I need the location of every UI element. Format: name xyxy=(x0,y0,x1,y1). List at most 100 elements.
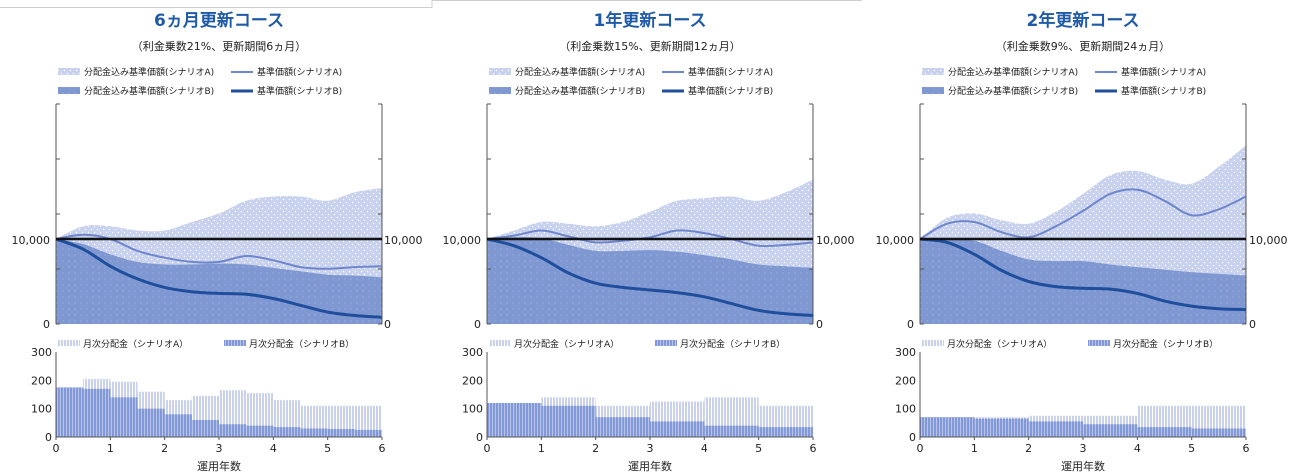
bar-y-tick-label: 100 xyxy=(895,403,916,416)
chart-panel-3: 2年更新コース （利金乗数9%、更新期間24ヵ月） 分配金込み基準価額(シナリオA)… xyxy=(876,10,1288,473)
legend-label: 月次分配金（シナリオA） xyxy=(83,338,188,350)
x-axis-label: 運用年数 xyxy=(628,459,672,473)
chart-subtitle: （利金乗数15%、更新期間12ヵ月） xyxy=(559,39,740,53)
bar-b xyxy=(273,427,301,437)
legend-swatch xyxy=(922,87,944,94)
x-tick-label: 2 xyxy=(592,442,599,455)
y-tick-label: 0 xyxy=(907,318,914,331)
x-tick-label: 5 xyxy=(324,442,331,455)
legend-swatch xyxy=(58,87,80,94)
bar-b xyxy=(650,421,678,437)
legend-swatch xyxy=(58,68,80,75)
bar-b xyxy=(514,403,542,437)
chart-subtitle: （利金乗数9%、更新期間24ヵ月） xyxy=(996,39,1170,53)
bar-b xyxy=(1164,427,1192,437)
line-series-a xyxy=(919,188,1247,240)
legend-swatch xyxy=(655,340,677,346)
legend-label: 分配金込み基準価額(シナリオB) xyxy=(515,85,645,97)
x-axis-label: 運用年数 xyxy=(1061,459,1105,473)
bar-b xyxy=(354,429,382,437)
y-tick-label: 0 xyxy=(43,318,50,331)
legend-swatch xyxy=(922,340,944,346)
chart-title: 2年更新コース xyxy=(1027,10,1140,31)
bar-y-tick-label: 200 xyxy=(31,374,52,387)
chart-title: 6ヵ月更新コース xyxy=(154,10,284,31)
y-tick-label: 10,000 xyxy=(443,234,482,247)
legend-label: 月次分配金（シナリオB） xyxy=(1113,338,1218,350)
legend-label: 月次分配金（シナリオB） xyxy=(680,338,785,350)
bar-b xyxy=(568,405,596,437)
bar-b xyxy=(622,417,650,437)
x-tick-label: 1 xyxy=(107,442,114,455)
chart-title: 1年更新コース xyxy=(594,10,707,31)
y-tick-label: 0 xyxy=(474,318,481,331)
x-tick-label: 3 xyxy=(647,442,654,455)
bar-b xyxy=(137,408,165,437)
bar-b xyxy=(83,388,111,437)
legend-label: 月次分配金（シナリオB） xyxy=(249,338,354,350)
chart-subtitle: （利金乗数21%、更新期間6ヵ月） xyxy=(132,39,306,53)
y-tick-label: 10,000 xyxy=(1249,234,1288,247)
bar-b xyxy=(758,427,786,437)
legend-swatch xyxy=(58,340,80,346)
bar-y-tick-label: 0 xyxy=(476,431,483,444)
legend-swatch xyxy=(922,68,944,75)
bar-b xyxy=(327,429,355,437)
line-series-b xyxy=(919,237,1247,312)
y-tick-label: 0 xyxy=(816,318,823,331)
legend-label: 分配金込み基準価額(シナリオA) xyxy=(948,66,1078,78)
bar-b xyxy=(56,387,84,437)
legend-label: 基準価額(シナリオB) xyxy=(688,85,773,97)
bar-y-tick-label: 0 xyxy=(909,431,916,444)
legend-label: 基準価額(シナリオA) xyxy=(688,66,773,78)
legend-label: 分配金込み基準価額(シナリオB) xyxy=(84,85,214,97)
y-tick-label: 10,000 xyxy=(12,234,51,247)
x-tick-label: 6 xyxy=(1243,442,1250,455)
x-axis-label: 運用年数 xyxy=(197,459,241,473)
legend-label: 分配金込み基準価額(シナリオA) xyxy=(84,66,214,78)
bar-y-tick-label: 0 xyxy=(45,431,52,444)
legend-label: 基準価額(シナリオB) xyxy=(257,85,342,97)
bar-y-tick-label: 100 xyxy=(462,403,483,416)
y-tick-label: 10,000 xyxy=(876,234,915,247)
legend-label: 月次分配金（シナリオA） xyxy=(947,338,1052,350)
bar-b xyxy=(1028,421,1056,437)
bar-y-tick-label: 200 xyxy=(462,374,483,387)
x-tick-label: 0 xyxy=(53,442,60,455)
bar-b xyxy=(300,428,328,437)
x-tick-label: 0 xyxy=(917,442,924,455)
x-tick-label: 2 xyxy=(1025,442,1032,455)
legend-swatch xyxy=(489,68,511,75)
y-tick-label: 10,000 xyxy=(816,234,855,247)
x-tick-label: 1 xyxy=(538,442,545,455)
bar-b xyxy=(246,425,274,437)
x-tick-label: 6 xyxy=(810,442,817,455)
y-tick-label: 10,000 xyxy=(384,234,423,247)
bar-y-tick-label: 300 xyxy=(895,346,916,359)
bar-b xyxy=(1191,428,1219,437)
x-tick-label: 4 xyxy=(1134,442,1141,455)
y-tick-label: 0 xyxy=(384,318,391,331)
bar-b xyxy=(677,421,705,437)
legend-label: 基準価額(シナリオA) xyxy=(257,66,342,78)
bar-b xyxy=(541,405,569,437)
bar-b xyxy=(785,427,813,437)
bar-b xyxy=(110,397,138,437)
line-series-a xyxy=(486,229,814,248)
x-tick-label: 6 xyxy=(379,442,386,455)
x-tick-label: 4 xyxy=(270,442,277,455)
bar-b xyxy=(595,417,623,437)
legend-label: 月次分配金（シナリオA） xyxy=(514,338,619,350)
legend-label: 分配金込み基準価額(シナリオA) xyxy=(515,66,645,78)
chart-panel-1: 6ヵ月更新コース （利金乗数21%、更新期間6ヵ月） 分配金込み基準価額(シナリオA… xyxy=(12,10,423,473)
x-tick-label: 5 xyxy=(1188,442,1195,455)
x-tick-label: 4 xyxy=(701,442,708,455)
x-tick-label: 5 xyxy=(755,442,762,455)
bar-y-tick-label: 300 xyxy=(462,346,483,359)
area-series-b-total xyxy=(920,238,1246,324)
bar-y-tick-label: 100 xyxy=(31,403,52,416)
bar-b xyxy=(1137,427,1165,437)
y-tick-label: 0 xyxy=(1249,318,1256,331)
bar-b xyxy=(974,418,1002,437)
legend-swatch xyxy=(489,340,511,346)
